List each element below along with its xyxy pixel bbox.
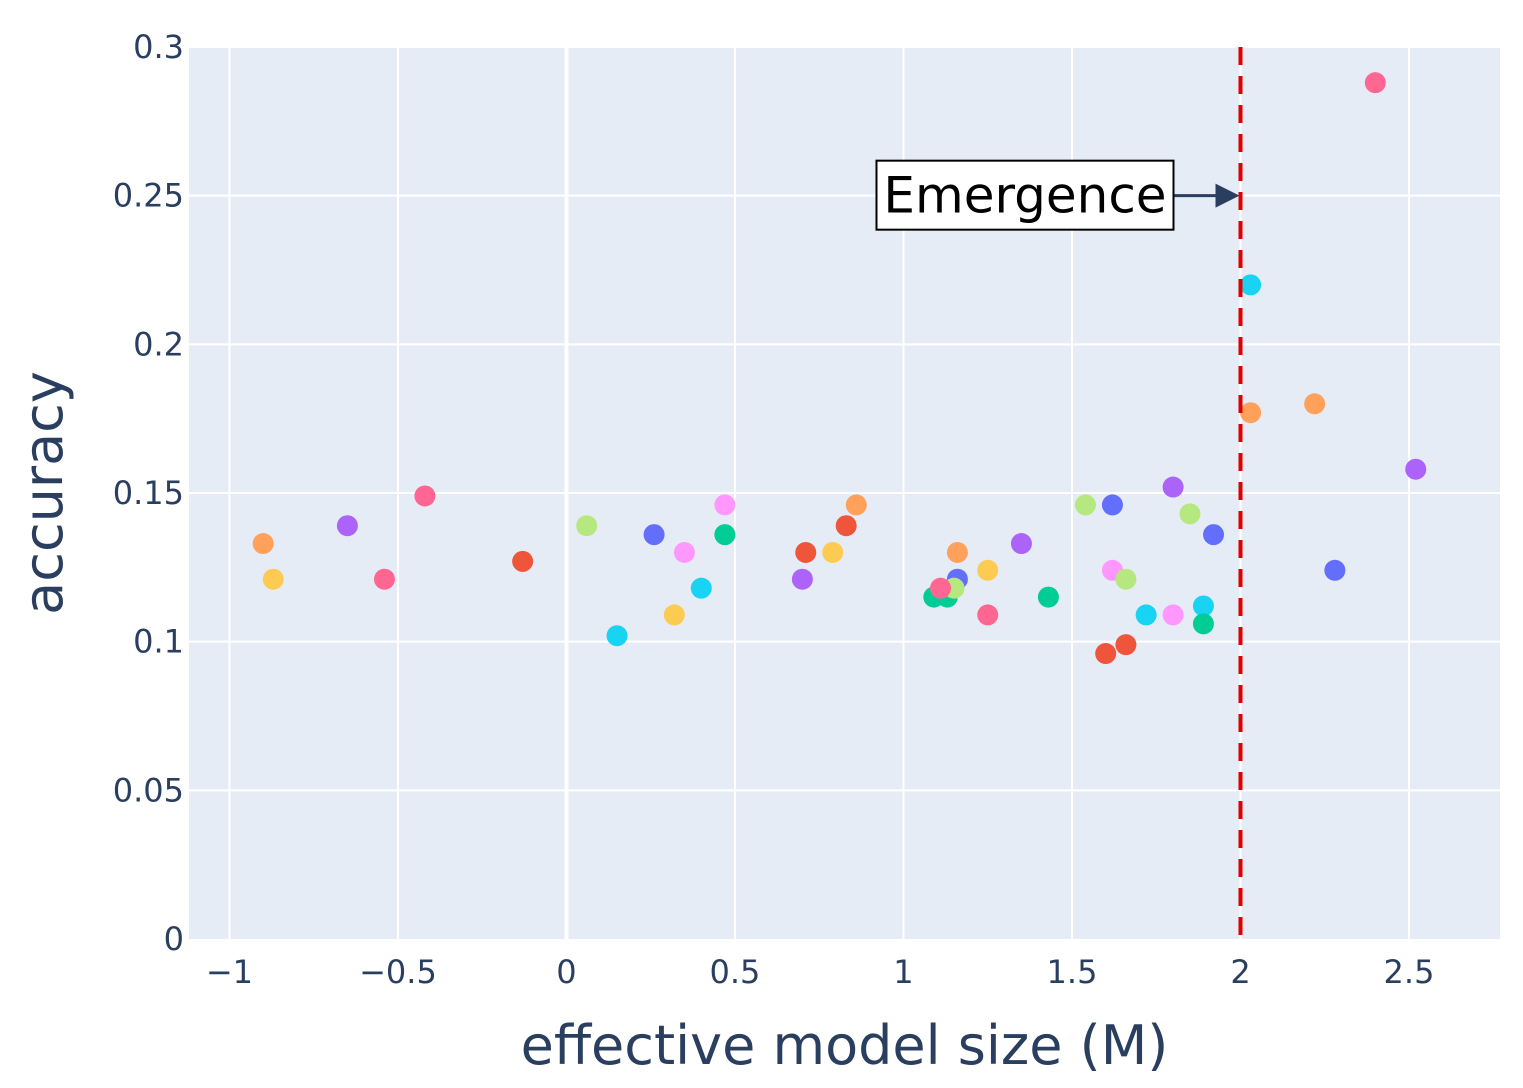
y-tick-label: 0.3 (133, 28, 184, 66)
annotation-box (875, 159, 1175, 231)
data-point (1203, 524, 1225, 546)
data-point (643, 524, 665, 546)
data-point (714, 494, 736, 516)
x-tick-label: 1.5 (1047, 953, 1098, 991)
data-point (714, 524, 736, 546)
y-tick-label: 0.1 (133, 623, 184, 661)
data-point (1240, 402, 1262, 424)
data-point (1135, 604, 1157, 626)
x-tick-label: 2.5 (1384, 953, 1435, 991)
data-point (946, 541, 968, 563)
x-tick-label: 0.5 (710, 953, 761, 991)
data-point (663, 604, 685, 626)
data-point (336, 515, 358, 537)
y-tick-label: 0 (164, 920, 184, 958)
data-point (1074, 494, 1096, 516)
data-point (690, 577, 712, 599)
axis-ticks: −1 −0.5 0 0.5 1 1.5 2 2.5 0 0.05 0.1 0.15 0.2 0.25 0.3 (113, 28, 1435, 991)
y-tick-label: 0.25 (113, 177, 184, 215)
data-point (1192, 595, 1214, 617)
data-points (252, 72, 1427, 665)
data-point (1010, 533, 1032, 555)
data-point (1192, 613, 1214, 635)
annotation-label: Emergence (883, 167, 1166, 225)
data-point (1095, 643, 1117, 665)
data-point (791, 568, 813, 590)
data-point (1037, 586, 1059, 608)
data-point (606, 625, 628, 647)
grid-lines (189, 46, 1500, 939)
data-point (512, 550, 534, 572)
data-point (835, 515, 857, 537)
emergence-annotation: Emergence (875, 159, 1240, 231)
data-point (1115, 568, 1137, 590)
data-point (1240, 274, 1262, 296)
x-tick-label: 1 (893, 953, 913, 991)
data-point (822, 541, 844, 563)
x-axis-title: effective model size (M) (521, 1014, 1169, 1077)
data-point (1324, 559, 1346, 581)
data-point (930, 577, 952, 599)
data-point (1162, 604, 1184, 626)
data-point (414, 485, 436, 507)
data-point (673, 541, 695, 563)
data-point (1405, 458, 1427, 480)
data-point (252, 533, 274, 555)
data-point (795, 541, 817, 563)
data-point (977, 604, 999, 626)
x-tick-label: 2 (1230, 953, 1250, 991)
y-tick-label: 0.15 (113, 474, 184, 512)
data-point (1304, 393, 1326, 415)
data-point (576, 515, 598, 537)
x-tick-label: −0.5 (359, 953, 437, 991)
data-point (1162, 476, 1184, 498)
data-point (1364, 72, 1386, 94)
x-tick-label: 0 (556, 953, 576, 991)
data-point (1115, 634, 1137, 656)
y-tick-label: 0.05 (113, 771, 184, 809)
y-axis-title: accuracy (12, 371, 75, 615)
data-point (977, 559, 999, 581)
data-point (845, 494, 867, 516)
data-point (1179, 503, 1201, 525)
y-tick-label: 0.2 (133, 325, 184, 363)
data-point (373, 568, 395, 590)
x-tick-label: −1 (206, 953, 253, 991)
data-point (1101, 494, 1123, 516)
data-point (262, 568, 284, 590)
